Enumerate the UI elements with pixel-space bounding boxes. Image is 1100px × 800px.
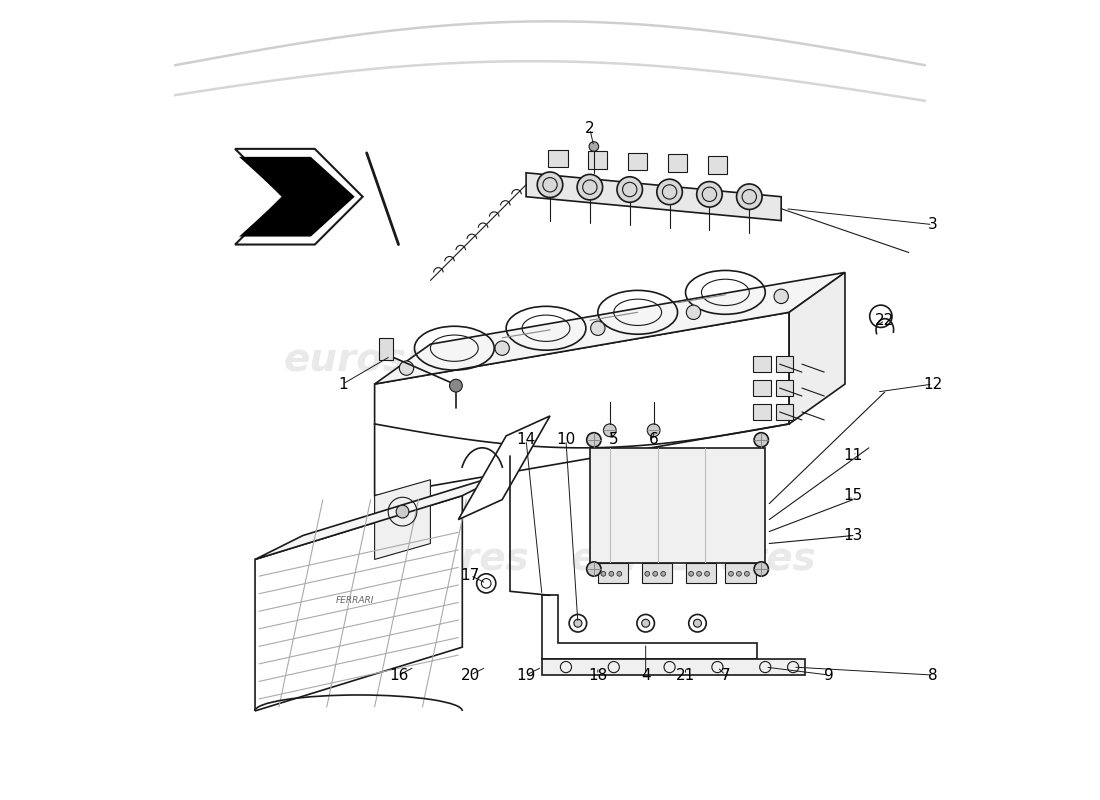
Text: 15: 15: [844, 488, 862, 503]
Bar: [590, 448, 766, 563]
Circle shape: [689, 571, 693, 576]
Circle shape: [399, 361, 414, 375]
Circle shape: [537, 172, 563, 198]
Polygon shape: [526, 173, 781, 221]
Bar: [754, 356, 771, 372]
Circle shape: [737, 184, 762, 210]
Text: 20: 20: [461, 667, 480, 682]
Circle shape: [755, 433, 769, 447]
Circle shape: [574, 619, 582, 627]
Circle shape: [590, 142, 598, 151]
Circle shape: [696, 571, 702, 576]
Circle shape: [693, 619, 702, 627]
Polygon shape: [542, 659, 805, 675]
Polygon shape: [255, 496, 462, 711]
Circle shape: [745, 571, 749, 576]
Polygon shape: [235, 149, 363, 245]
Circle shape: [586, 562, 601, 576]
Circle shape: [617, 177, 642, 202]
Circle shape: [396, 506, 409, 518]
Text: 4: 4: [641, 667, 650, 682]
Polygon shape: [542, 595, 757, 659]
Bar: [776, 380, 793, 396]
Polygon shape: [239, 157, 354, 237]
Circle shape: [645, 571, 650, 576]
Bar: [628, 153, 647, 170]
Text: 2: 2: [585, 122, 595, 137]
Bar: [708, 156, 727, 174]
Circle shape: [657, 179, 682, 205]
Circle shape: [617, 571, 621, 576]
Text: 17: 17: [461, 568, 480, 583]
Circle shape: [647, 424, 660, 437]
Text: eurospares: eurospares: [284, 341, 529, 379]
Text: 21: 21: [675, 667, 695, 682]
Polygon shape: [459, 416, 550, 519]
Polygon shape: [375, 480, 430, 559]
Circle shape: [604, 424, 616, 437]
Circle shape: [450, 379, 462, 392]
Circle shape: [696, 182, 723, 207]
Text: 12: 12: [923, 377, 943, 391]
Bar: [378, 338, 393, 360]
Bar: [725, 563, 756, 583]
Circle shape: [686, 305, 701, 319]
Text: 3: 3: [927, 217, 937, 232]
Circle shape: [728, 571, 734, 576]
Text: 19: 19: [516, 667, 536, 682]
Circle shape: [661, 571, 666, 576]
Bar: [776, 356, 793, 372]
Text: 6: 6: [649, 432, 659, 447]
Text: 16: 16: [388, 667, 408, 682]
Text: 14: 14: [517, 432, 536, 447]
Bar: [549, 150, 568, 167]
Text: eurospares: eurospares: [284, 541, 529, 578]
Text: 9: 9: [824, 667, 834, 682]
Polygon shape: [375, 273, 845, 384]
Bar: [588, 151, 607, 169]
Circle shape: [737, 571, 741, 576]
Bar: [641, 563, 672, 583]
Text: 22: 22: [876, 313, 894, 328]
Circle shape: [591, 321, 605, 335]
Bar: [776, 404, 793, 420]
Bar: [754, 380, 771, 396]
Polygon shape: [375, 312, 789, 496]
Circle shape: [495, 341, 509, 355]
Text: 8: 8: [928, 667, 937, 682]
Text: 11: 11: [844, 448, 862, 463]
Text: FERRARI: FERRARI: [336, 596, 374, 606]
Bar: [685, 563, 716, 583]
Text: 1: 1: [338, 377, 348, 391]
Bar: [668, 154, 688, 172]
Text: 18: 18: [588, 667, 607, 682]
Circle shape: [652, 571, 658, 576]
Circle shape: [641, 619, 650, 627]
Text: 13: 13: [844, 528, 862, 543]
Polygon shape: [255, 472, 510, 559]
Text: 7: 7: [720, 667, 730, 682]
Text: 5: 5: [609, 432, 618, 447]
Circle shape: [705, 571, 710, 576]
Circle shape: [755, 562, 769, 576]
Circle shape: [774, 289, 789, 303]
Circle shape: [601, 571, 606, 576]
Circle shape: [609, 571, 614, 576]
Circle shape: [578, 174, 603, 200]
Bar: [597, 563, 628, 583]
Text: eurospares: eurospares: [571, 341, 816, 379]
Bar: [754, 404, 771, 420]
Polygon shape: [789, 273, 845, 424]
Text: eurospares: eurospares: [571, 541, 816, 578]
Circle shape: [586, 433, 601, 447]
Text: 10: 10: [557, 432, 575, 447]
